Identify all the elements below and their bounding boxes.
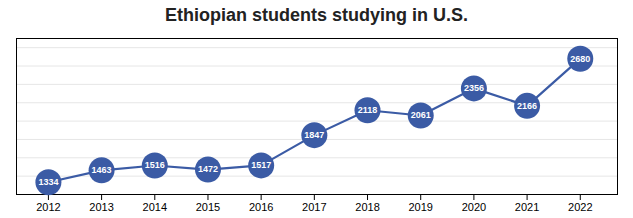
svg-text:1847: 1847 xyxy=(304,130,324,140)
svg-text:2061: 2061 xyxy=(411,110,431,120)
svg-text:1517: 1517 xyxy=(251,160,271,170)
html-text:Ethiopian students studying in: Ethiopian students studying in U.S. xyxy=(165,5,468,25)
svg-text:2016: 2016 xyxy=(249,201,273,213)
svg-text:1463: 1463 xyxy=(92,165,112,175)
svg-text:1516: 1516 xyxy=(145,160,165,170)
svg-text:2019: 2019 xyxy=(408,201,432,213)
svg-text:1334: 1334 xyxy=(38,177,58,187)
svg-text:2017: 2017 xyxy=(302,201,326,213)
svg-text:2020: 2020 xyxy=(462,201,486,213)
svg-text:2021: 2021 xyxy=(515,201,539,213)
svg-text:2022: 2022 xyxy=(568,201,592,213)
svg-text:2118: 2118 xyxy=(358,105,378,115)
svg-text:2013: 2013 xyxy=(89,201,113,213)
svg-text:2015: 2015 xyxy=(196,201,220,213)
svg-text:1472: 1472 xyxy=(198,164,218,174)
svg-text:2680: 2680 xyxy=(570,54,590,64)
svg-text:2014: 2014 xyxy=(143,201,167,213)
svg-text:2012: 2012 xyxy=(36,201,60,213)
svg-text:2166: 2166 xyxy=(517,101,537,111)
svg-text:2356: 2356 xyxy=(464,83,484,93)
svg-text:2018: 2018 xyxy=(355,201,379,213)
